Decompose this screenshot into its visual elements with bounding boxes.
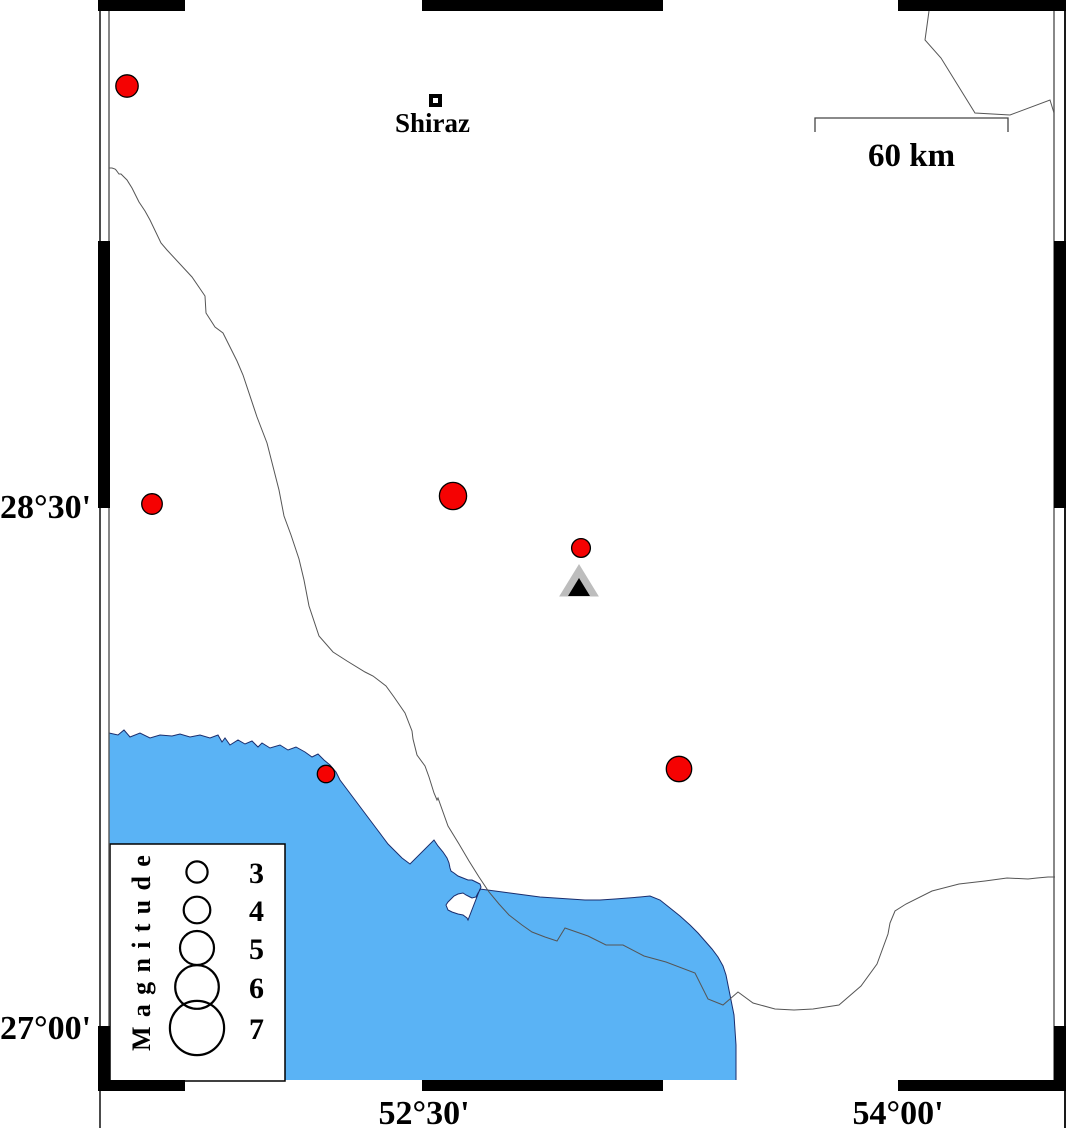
svg-text:27°00': 27°00'	[0, 1010, 91, 1047]
svg-text:5: 5	[249, 933, 264, 966]
svg-text:Magnitude: Magnitude	[127, 846, 156, 1051]
svg-text:3: 3	[249, 857, 264, 890]
svg-text:54°00': 54°00'	[852, 1095, 943, 1128]
svg-text:28°30': 28°30'	[0, 489, 91, 526]
svg-text:Shiraz: Shiraz	[395, 108, 470, 138]
svg-text:6: 6	[249, 972, 264, 1005]
svg-text:4: 4	[249, 895, 264, 928]
svg-text:52°30': 52°30'	[378, 1095, 469, 1128]
svg-text:7: 7	[249, 1013, 264, 1046]
svg-text:60 km: 60 km	[868, 138, 955, 174]
